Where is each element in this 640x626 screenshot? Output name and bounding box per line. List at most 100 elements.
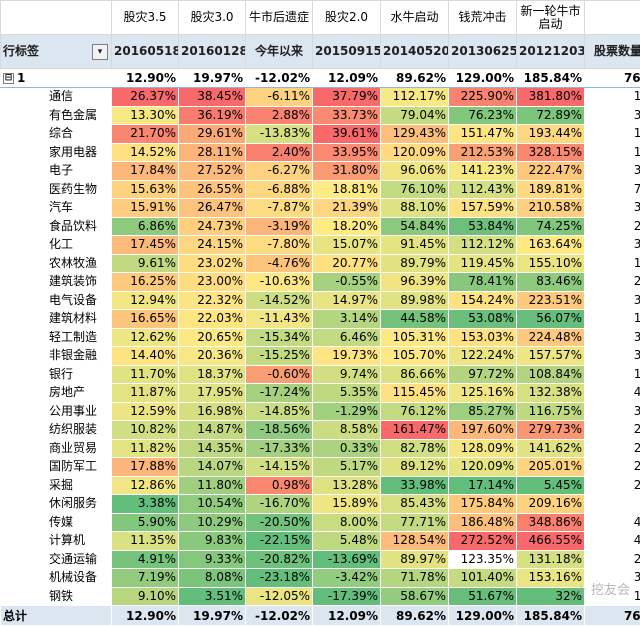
industry-name: 采掘 — [1, 476, 112, 495]
collapse-toggle-icon[interactable]: ⊟ — [3, 73, 14, 84]
row-labels-text: 行标签 — [3, 44, 39, 58]
header-date-2: 20160128以来 — [179, 35, 246, 69]
industry-name: 电子 — [1, 162, 112, 181]
header-date-6: 20130625以来 — [449, 35, 517, 69]
industry-name: 钢铁 — [1, 587, 112, 606]
return-cell: 33.98% — [381, 476, 449, 495]
return-cell: 16.65% — [112, 310, 179, 329]
return-cell: 18.37% — [179, 365, 246, 384]
return-cell: 96.06% — [381, 162, 449, 181]
return-cell: 89.12% — [381, 458, 449, 477]
total-value: 12.09% — [313, 606, 381, 626]
return-cell: 5.90% — [112, 513, 179, 532]
return-cell: -14.52% — [246, 291, 313, 310]
return-cell: 27.52% — [179, 162, 246, 181]
return-cell: 151.47% — [449, 125, 517, 144]
return-cell: 53.08% — [449, 310, 517, 329]
return-cell: -13.69% — [313, 550, 381, 569]
return-cell: 77.71% — [381, 513, 449, 532]
return-cell: 212.53% — [449, 143, 517, 162]
stock-count: 12 — [585, 310, 640, 329]
return-cell: -3.42% — [313, 569, 381, 588]
return-cell: 186.48% — [449, 513, 517, 532]
stock-count: 39 — [585, 162, 640, 181]
stock-count: 31 — [585, 199, 640, 218]
industry-name: 公用事业 — [1, 402, 112, 421]
return-cell: 224.48% — [517, 328, 585, 347]
return-cell: 12.94% — [112, 291, 179, 310]
industry-name: 机械设备 — [1, 569, 112, 588]
return-cell: 6.86% — [112, 217, 179, 236]
return-cell: -13.83% — [246, 125, 313, 144]
return-cell: 26.47% — [179, 199, 246, 218]
return-cell: 3.14% — [313, 310, 381, 329]
return-cell: 97.72% — [449, 365, 517, 384]
return-cell: 14.97% — [313, 291, 381, 310]
return-cell: 39.61% — [313, 125, 381, 144]
return-cell: 132.38% — [517, 384, 585, 403]
return-cell: 72.89% — [517, 106, 585, 125]
industry-name: 家用电器 — [1, 143, 112, 162]
return-cell: -18.56% — [246, 421, 313, 440]
return-cell: 120.09% — [381, 143, 449, 162]
return-cell: 101.40% — [449, 569, 517, 588]
return-cell: 22.03% — [179, 310, 246, 329]
return-cell: 15.07% — [313, 236, 381, 255]
return-cell: 9.10% — [112, 587, 179, 606]
return-cell: 23.00% — [179, 273, 246, 292]
return-cell: 10.29% — [179, 513, 246, 532]
total-value: 763 — [585, 606, 640, 626]
return-cell: 189.81% — [517, 180, 585, 199]
return-cell: 54.84% — [381, 217, 449, 236]
return-cell: 141.62% — [517, 439, 585, 458]
return-cell: 157.57% — [517, 347, 585, 366]
header-period-1: 股灾3.5 — [112, 1, 179, 35]
header-date-text: 20160518以来 — [114, 44, 179, 58]
return-cell: -7.80% — [246, 236, 313, 255]
total-value: -12.02% — [246, 606, 313, 626]
return-cell: 328.15% — [517, 143, 585, 162]
total-value: 12.90% — [112, 606, 179, 626]
return-cell: 2.88% — [246, 106, 313, 125]
return-cell: 13.30% — [112, 106, 179, 125]
return-cell: 26.37% — [112, 88, 179, 107]
return-cell: 129.43% — [381, 125, 449, 144]
return-cell: 115.45% — [381, 384, 449, 403]
return-cell: 8.58% — [313, 421, 381, 440]
return-cell: 112.17% — [381, 88, 449, 107]
stock-count: 30 — [585, 347, 640, 366]
return-cell: 4.91% — [112, 550, 179, 569]
return-cell: -20.82% — [246, 550, 313, 569]
return-cell: 123.35% — [449, 550, 517, 569]
return-cell: 154.24% — [449, 291, 517, 310]
return-cell: 17.45% — [112, 236, 179, 255]
header-period-5: 水牛启动 — [381, 1, 449, 35]
stock-count: 42 — [585, 532, 640, 551]
header-date-text: 20121203以来 — [519, 44, 585, 58]
return-cell: 131.18% — [517, 550, 585, 569]
industry-name: 银行 — [1, 365, 112, 384]
filter-dropdown-icon[interactable]: ▾ — [92, 44, 108, 60]
header-period-0 — [1, 1, 112, 35]
return-cell: 205.01% — [517, 458, 585, 477]
return-cell: 96.39% — [381, 273, 449, 292]
return-cell: 11.70% — [112, 365, 179, 384]
return-cell: 223.51% — [517, 291, 585, 310]
group-value: 12.09% — [313, 69, 381, 88]
return-cell: 17.88% — [112, 458, 179, 477]
industry-name: 电气设备 — [1, 291, 112, 310]
stock-count: 17 — [585, 254, 640, 273]
industry-name: 食品饮料 — [1, 217, 112, 236]
header-period-6: 钱荒冲击 — [449, 1, 517, 35]
industry-name: 医药生物 — [1, 180, 112, 199]
return-cell: 11.80% — [179, 476, 246, 495]
industry-name: 休闲服务 — [1, 495, 112, 514]
total-value: 19.97% — [179, 606, 246, 626]
